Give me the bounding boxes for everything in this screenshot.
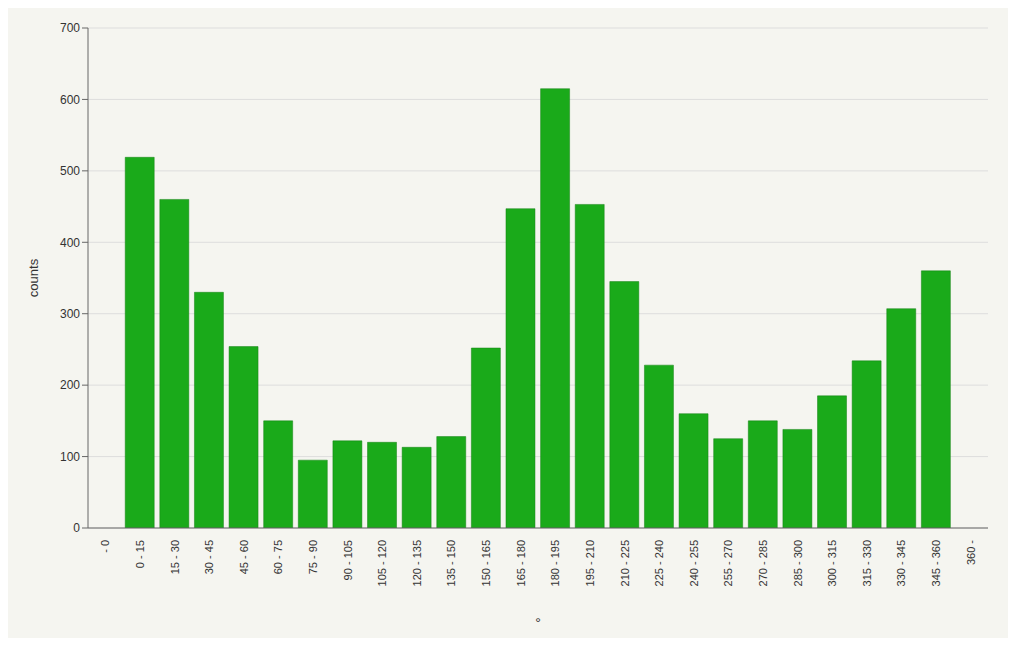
svg-text:600: 600 xyxy=(60,93,80,107)
svg-text:100: 100 xyxy=(60,450,80,464)
svg-text:285 - 300: 285 - 300 xyxy=(792,540,804,586)
svg-text:225 - 240: 225 - 240 xyxy=(653,540,665,586)
svg-text:240 - 255: 240 - 255 xyxy=(688,540,700,586)
svg-text:200: 200 xyxy=(60,378,80,392)
svg-text:195 - 210: 195 - 210 xyxy=(584,540,596,586)
svg-text:60 - 75: 60 - 75 xyxy=(272,540,284,574)
svg-text:0: 0 xyxy=(73,521,80,535)
svg-text:- 0: - 0 xyxy=(99,540,111,553)
svg-text:400: 400 xyxy=(60,236,80,250)
svg-text:90 - 105: 90 - 105 xyxy=(342,540,354,580)
svg-text:°: ° xyxy=(535,615,541,631)
svg-text:210 - 225: 210 - 225 xyxy=(619,540,631,586)
svg-text:315 - 330: 315 - 330 xyxy=(861,540,873,586)
svg-text:0 - 15: 0 - 15 xyxy=(134,540,146,568)
svg-text:30 - 45: 30 - 45 xyxy=(203,540,215,574)
svg-text:345 - 360: 345 - 360 xyxy=(930,540,942,586)
svg-text:135 - 150: 135 - 150 xyxy=(445,540,457,586)
svg-text:counts: counts xyxy=(26,258,41,297)
svg-text:255 - 270: 255 - 270 xyxy=(722,540,734,586)
svg-text:180 - 195: 180 - 195 xyxy=(549,540,561,586)
svg-text:700: 700 xyxy=(60,21,80,35)
svg-text:120 - 135: 120 - 135 xyxy=(411,540,423,586)
svg-text:150 - 165: 150 - 165 xyxy=(480,540,492,586)
svg-text:75 - 90: 75 - 90 xyxy=(307,540,319,574)
svg-text:500: 500 xyxy=(60,164,80,178)
svg-text:270 - 285: 270 - 285 xyxy=(757,540,769,586)
svg-text:330 - 345: 330 - 345 xyxy=(895,540,907,586)
svg-text:300: 300 xyxy=(60,307,80,321)
svg-text:15 - 30: 15 - 30 xyxy=(169,540,181,574)
svg-text:360 -: 360 - xyxy=(965,540,977,565)
svg-text:165 - 180: 165 - 180 xyxy=(515,540,527,586)
svg-text:45 - 60: 45 - 60 xyxy=(238,540,250,574)
svg-text:105 - 120: 105 - 120 xyxy=(376,540,388,586)
svg-text:300 - 315: 300 - 315 xyxy=(826,540,838,586)
